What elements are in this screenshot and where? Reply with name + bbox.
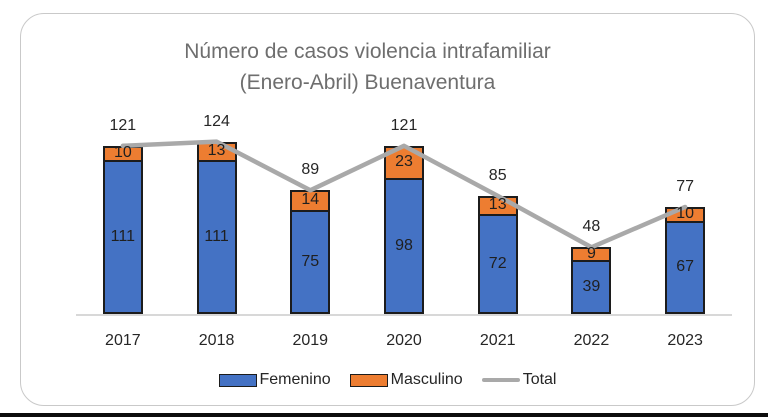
x-tick-2023: 2023: [667, 332, 703, 349]
value-label-femenino-2019: 75: [301, 252, 320, 270]
legend-label-femenino: Femenino: [259, 371, 331, 388]
value-label-masculino-2022: 9: [586, 244, 596, 262]
value-label-femenino-2020: 98: [395, 236, 413, 254]
chart-title: Número de casos violencia intrafamiliar …: [1, 36, 734, 98]
x-tick-2020: 2020: [386, 332, 422, 349]
value-label-femenino-2022: 39: [582, 277, 601, 295]
bottom-edge-strip: [0, 413, 768, 417]
total-label-2018: 124: [203, 112, 230, 130]
total-label-2022: 48: [582, 218, 601, 236]
chart-title-line-2: (Enero-Abril) Buenaventura: [239, 71, 496, 94]
chart-card: Número de casos violencia intrafamiliar …: [20, 13, 755, 406]
value-label-femenino-2021: 72: [488, 254, 507, 272]
legend-label-masculino: Masculino: [390, 371, 463, 388]
value-label-masculino-2018: 13: [207, 141, 226, 159]
legend-item-total: Total: [481, 371, 557, 389]
legend-swatch-total: [481, 377, 520, 383]
legend-item-femenino: Femenino: [218, 371, 331, 389]
value-label-masculino-2021: 13: [488, 195, 507, 213]
x-tick-2021: 2021: [479, 332, 516, 349]
legend-label-total: Total: [522, 371, 557, 388]
x-tick-2022: 2022: [573, 332, 610, 349]
total-label-2021: 85: [488, 166, 507, 184]
total-label-2023: 77: [676, 177, 695, 195]
chart-title-line-1: Número de casos violencia intrafamiliar: [184, 40, 551, 63]
value-label-masculino-2023: 10: [676, 204, 695, 222]
value-label-masculino-2019: 14: [301, 191, 320, 209]
bar-2020: [384, 145, 424, 314]
x-tick-2019: 2019: [292, 332, 329, 349]
x-tick-2018: 2018: [198, 332, 235, 349]
plot-area: 10 111 121 2017 13 111 124 2018 14 75 89 2019 23 98 12…: [21, 14, 756, 407]
total-label-2019: 89: [301, 161, 320, 179]
legend: Femenino Masculino Total: [21, 368, 754, 392]
legend-swatch-masculino: [349, 373, 388, 387]
legend-swatch-femenino: [218, 373, 257, 387]
bar-segment-femenino-2022: [573, 261, 610, 312]
x-tick-2017: 2017: [105, 332, 141, 349]
bar-segment-masculino-2022: [573, 249, 610, 262]
value-label-femenino-2017: 111: [110, 227, 135, 245]
value-label-femenino-2023: 67: [676, 258, 695, 276]
value-label-femenino-2018: 111: [204, 227, 229, 245]
legend-item-masculino: Masculino: [349, 371, 463, 389]
total-label-2020: 121: [390, 116, 418, 134]
total-label-2017: 121: [109, 116, 137, 134]
x-axis-line: [76, 314, 732, 316]
bar-2022: [571, 247, 612, 314]
value-label-masculino-2017: 10: [113, 143, 132, 161]
value-label-masculino-2020: 23: [395, 152, 413, 170]
